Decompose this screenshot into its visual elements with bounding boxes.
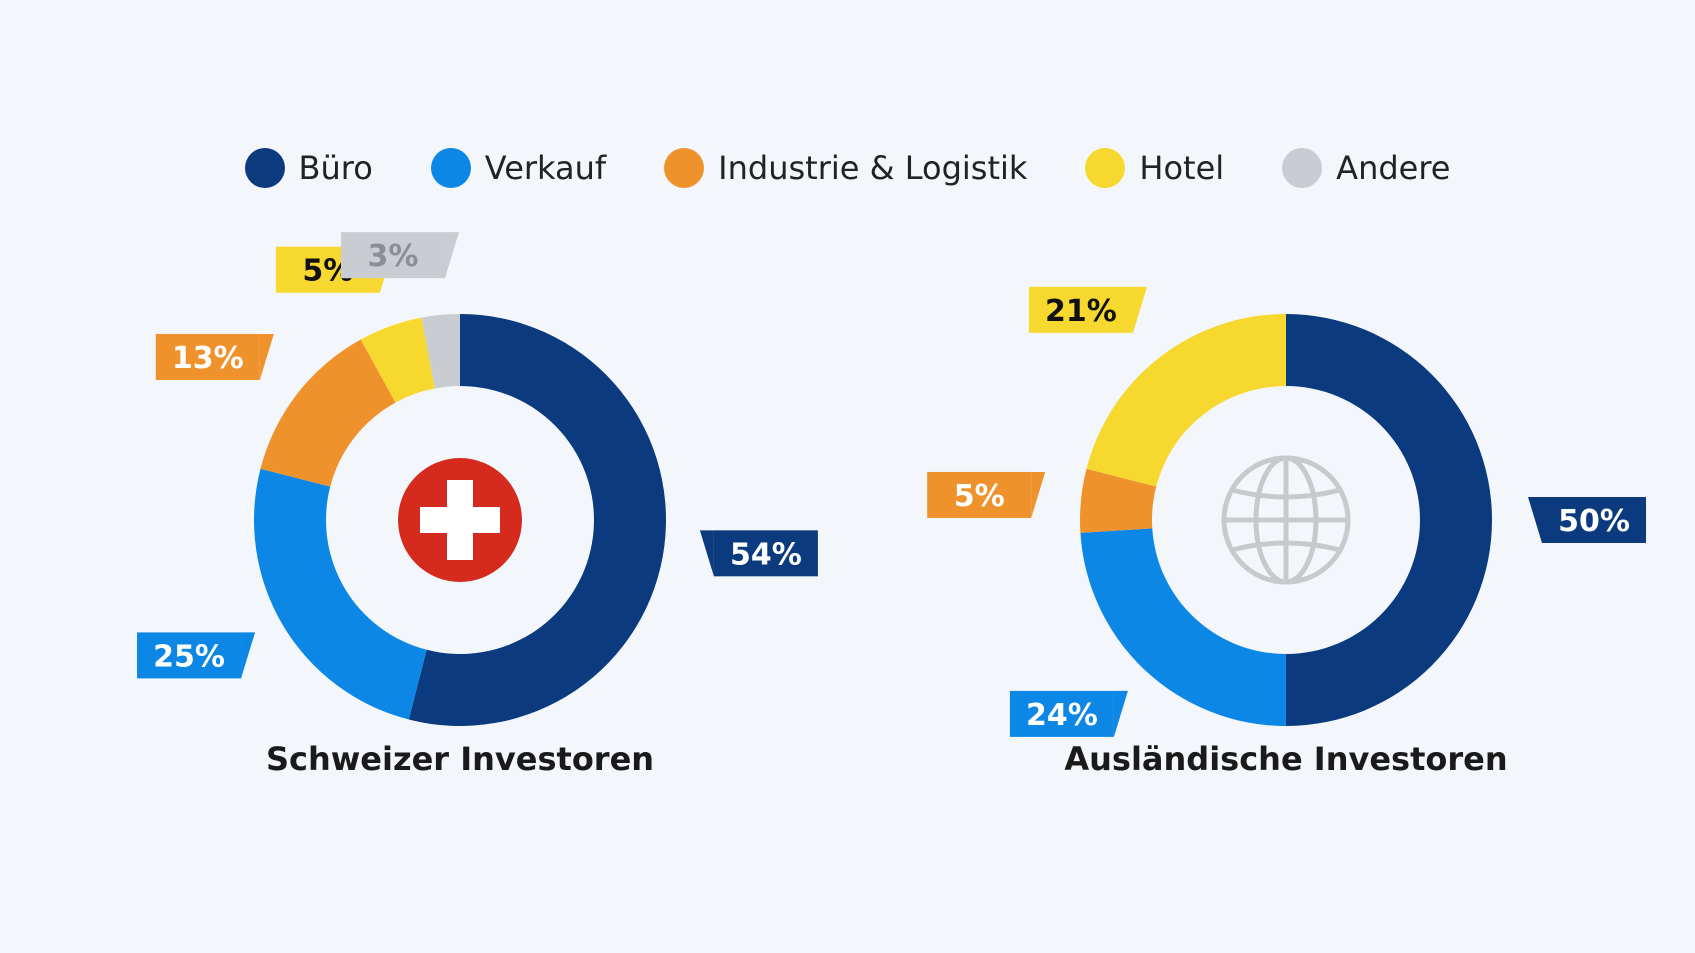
legend-item-industrie: Industrie & Logistik <box>664 148 1027 188</box>
data-label: 21% <box>1028 286 1147 333</box>
label-box <box>340 232 445 279</box>
legend-dot <box>244 148 285 188</box>
donut-slice <box>421 314 460 389</box>
legend-item-hotel: Hotel <box>1085 148 1224 188</box>
chart-title: Ausländische Investoren <box>1064 740 1507 778</box>
data-label: 50% <box>1528 497 1646 543</box>
label-box <box>155 333 260 380</box>
legend-dot <box>1282 148 1323 188</box>
label-pointer <box>1031 471 1046 518</box>
label-pointer <box>444 232 459 279</box>
data-label: 13% <box>155 333 274 380</box>
data-label: 3% <box>340 232 459 279</box>
donut-slice <box>1080 528 1286 726</box>
legend-item-buero: Büro <box>244 148 373 188</box>
donut-chart-1: 54%25%13%5% 3%Schweizer Investoren <box>137 232 818 778</box>
globe-icon <box>1221 455 1351 585</box>
donut-chart-2: 50% 24% 5% 21% Ausländische Investoren <box>927 286 1646 778</box>
legend-label: Verkauf <box>484 149 607 187</box>
data-label: 24% <box>1009 690 1128 737</box>
label-pointer <box>1132 286 1147 333</box>
label-box <box>1028 286 1133 333</box>
data-label-text: 3% <box>367 239 418 274</box>
legend-label: Büro <box>298 149 373 187</box>
label-box <box>1009 690 1114 737</box>
label-box <box>927 471 1032 518</box>
data-label: 5% <box>927 471 1046 518</box>
swiss-flag-icon <box>398 458 522 582</box>
legend-label: Hotel <box>1139 149 1225 187</box>
donut-slice <box>1086 314 1286 487</box>
data-label-text: 24% <box>1026 698 1098 733</box>
data-label-text: 5% <box>954 479 1005 514</box>
legend: Büro Verkauf Industrie & Logistik Hotel … <box>0 148 1695 188</box>
label-box <box>1542 497 1646 543</box>
legend-dot <box>1085 148 1126 188</box>
donut-slice <box>260 339 396 487</box>
donut-slice <box>1286 314 1492 726</box>
donut-slice <box>254 468 427 720</box>
chart-title: Schweizer Investoren <box>266 740 654 778</box>
label-pointer <box>699 530 714 577</box>
legend-label: Andere <box>1336 149 1451 187</box>
data-label: 25% <box>137 632 256 679</box>
donut-slice <box>408 314 666 727</box>
data-label-text: 13% <box>172 341 244 376</box>
label-pointer <box>259 333 274 380</box>
data-label-text: 21% <box>1045 294 1117 329</box>
legend-item-verkauf: Verkauf <box>430 148 607 188</box>
label-box <box>713 530 818 577</box>
data-label: 54% <box>699 530 818 577</box>
legend-dot <box>664 148 705 188</box>
data-label-text: 25% <box>153 639 225 674</box>
donut-slice <box>360 317 435 403</box>
label-pointer <box>1528 497 1542 543</box>
legend-label: Industrie & Logistik <box>718 149 1028 187</box>
data-label-text: 50% <box>1558 504 1630 539</box>
donut-slice <box>1080 468 1157 533</box>
legend-item-andere: Andere <box>1282 148 1450 188</box>
label-box <box>137 632 242 679</box>
data-label-text: 54% <box>730 537 802 572</box>
legend-dot <box>430 148 471 188</box>
label-pointer <box>1113 690 1128 737</box>
label-pointer <box>241 632 256 679</box>
